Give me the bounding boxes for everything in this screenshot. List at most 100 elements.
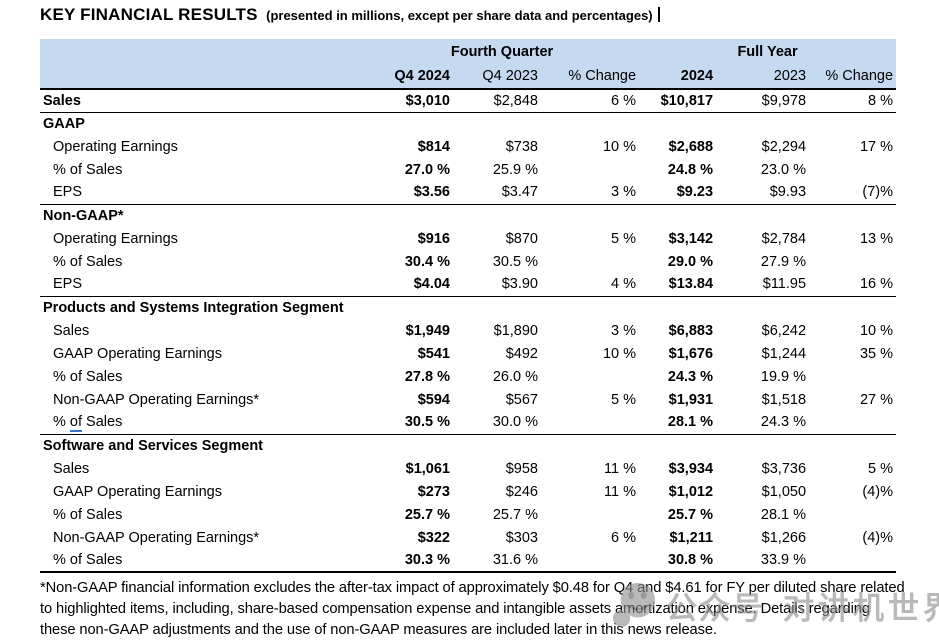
value-cell [809,250,896,273]
value-cell [809,112,896,135]
value-cell [809,296,896,319]
value-cell: 28.1 % [639,411,717,435]
value-cell: 5 % [611,230,637,247]
section-header-row: Non-GAAP* [40,204,896,227]
group-header-fourth-quarter: Fourth Quarter [365,39,640,64]
value-cell [365,434,453,457]
value-cell [365,296,453,319]
value-cell: 19.9 % [760,368,807,385]
financial-results-table: Fourth Quarter Full Year Q4 2024 Q4 2023… [40,39,897,573]
value-cell [639,204,716,227]
table-row: Operating Earnings $916 $870 5 % $3,142 $2,78… [40,227,896,250]
value-cell [541,503,639,526]
row-label: GAAP [43,115,85,132]
value-cell [541,411,640,435]
table-row: % of Sales 25.7 % 25.7 % 25.7 % 28.1 % [40,503,896,526]
row-label: Sales [40,89,365,113]
value-cell: 30.0 % [453,411,541,435]
title-main: KEY FINANCIAL RESULTS [40,5,258,24]
value-cell: 10 % [859,322,894,339]
value-cell: 26.0 % [492,368,538,385]
value-cell: $2,784 [761,230,807,247]
table-row: % of Sales 30.4 % 30.5 % 29.0 % 27.9 % [40,250,896,273]
column-header-q4-change: % Change [541,64,640,90]
value-cell: $2,294 [761,138,807,155]
section-header-row: Products and Systems Integration Segment [40,296,896,319]
column-header-fy-2024: 2024 [639,64,717,90]
table-row: GAAP Operating Earnings $541 $492 10 % $1,67… [40,342,896,365]
value-cell: $1,012 [668,483,714,500]
value-cell: 35 % [859,345,894,362]
value-cell [639,112,716,135]
value-cell: $3.56 [365,181,453,205]
table-row: % of Sales 27.8 % 26.0 % 24.3 % 19.9 % [40,365,896,388]
value-cell [453,434,541,457]
value-cell: (4)% [862,483,894,500]
value-cell: 11 % [604,460,637,477]
text-cursor[interactable] [658,7,660,22]
value-cell: 11 % [604,483,637,500]
value-cell [453,204,541,227]
value-cell: 4 % [541,273,640,297]
row-label: Products and Systems Integration Segment [43,299,344,316]
value-cell: $9.93 [716,181,810,205]
value-cell: 24.3 % [716,411,810,435]
value-cell: 3 % [611,322,637,339]
value-cell: $492 [505,345,538,362]
value-cell [541,204,639,227]
column-header-q4-2024: Q4 2024 [365,64,453,90]
value-cell: 28.1 % [760,506,807,523]
group-header-full-year: Full Year [639,39,897,64]
row-label: Sales [53,322,90,339]
value-cell [809,411,897,435]
value-cell [453,112,541,135]
value-cell: $567 [505,391,538,408]
value-cell: $10,817 [639,89,717,113]
table-row: Sales $1,061 $958 11 % $3,934 $3,736 5 % [40,457,896,480]
value-cell: 30.3 % [365,549,453,573]
column-header-fy-change: % Change [809,64,897,90]
value-cell: 33.9 % [716,549,810,573]
value-cell: $303 [505,529,538,546]
value-cell: $2,848 [453,89,541,113]
value-cell: $13.84 [639,273,717,297]
value-cell [541,365,639,388]
value-cell: $9.23 [639,181,717,205]
value-cell: 17 % [859,138,894,155]
value-cell: 6 % [541,89,640,113]
value-cell: 27.0 % [404,161,450,178]
value-cell: 23.0 % [760,161,807,178]
value-cell [453,296,541,319]
page-title: KEY FINANCIAL RESULTS (presented in mill… [40,5,939,29]
column-header-q4-2023: Q4 2023 [453,64,541,90]
value-cell: 25.7 % [492,506,538,523]
value-cell: 30.8 % [639,549,717,573]
value-cell [639,434,716,457]
value-cell: $916 [417,230,450,247]
value-cell: 5 % [868,460,894,477]
value-cell: $1,050 [761,483,807,500]
value-cell: $1,931 [668,391,714,408]
table-row: % of Sales 30.5 % 30.0 % 28.1 % 24.3 % [40,411,897,435]
value-cell: (4)% [862,529,894,546]
value-cell: $3,142 [668,230,714,247]
value-cell: $3,934 [668,460,714,477]
row-label: % of Sales [53,253,123,270]
column-header-fy-2023: 2023 [716,64,810,90]
row-label: % of Sales [53,161,123,178]
value-cell: $6,242 [761,322,807,339]
section-header-row: GAAP [40,112,896,135]
row-label: Sales [53,460,90,477]
row-label: % of Sales [40,411,365,435]
table-row: Sales $3,010 $2,848 6 % $10,817 $9,978 8 % [40,89,897,113]
value-cell: $1,676 [668,345,714,362]
value-cell: $322 [417,529,450,546]
value-cell [716,204,809,227]
value-cell: $1,890 [493,322,538,339]
table-row: EPS $4.04 $3.90 4 % $13.84 $11.95 16 % [40,273,897,297]
title-subtext: (presented in millions, except per share… [266,8,653,23]
value-cell: 25.7 % [667,506,714,523]
value-cell: 30.5 % [492,253,538,270]
table-row: Non-GAAP Operating Earnings* $594 $567 5 % $… [40,388,896,411]
